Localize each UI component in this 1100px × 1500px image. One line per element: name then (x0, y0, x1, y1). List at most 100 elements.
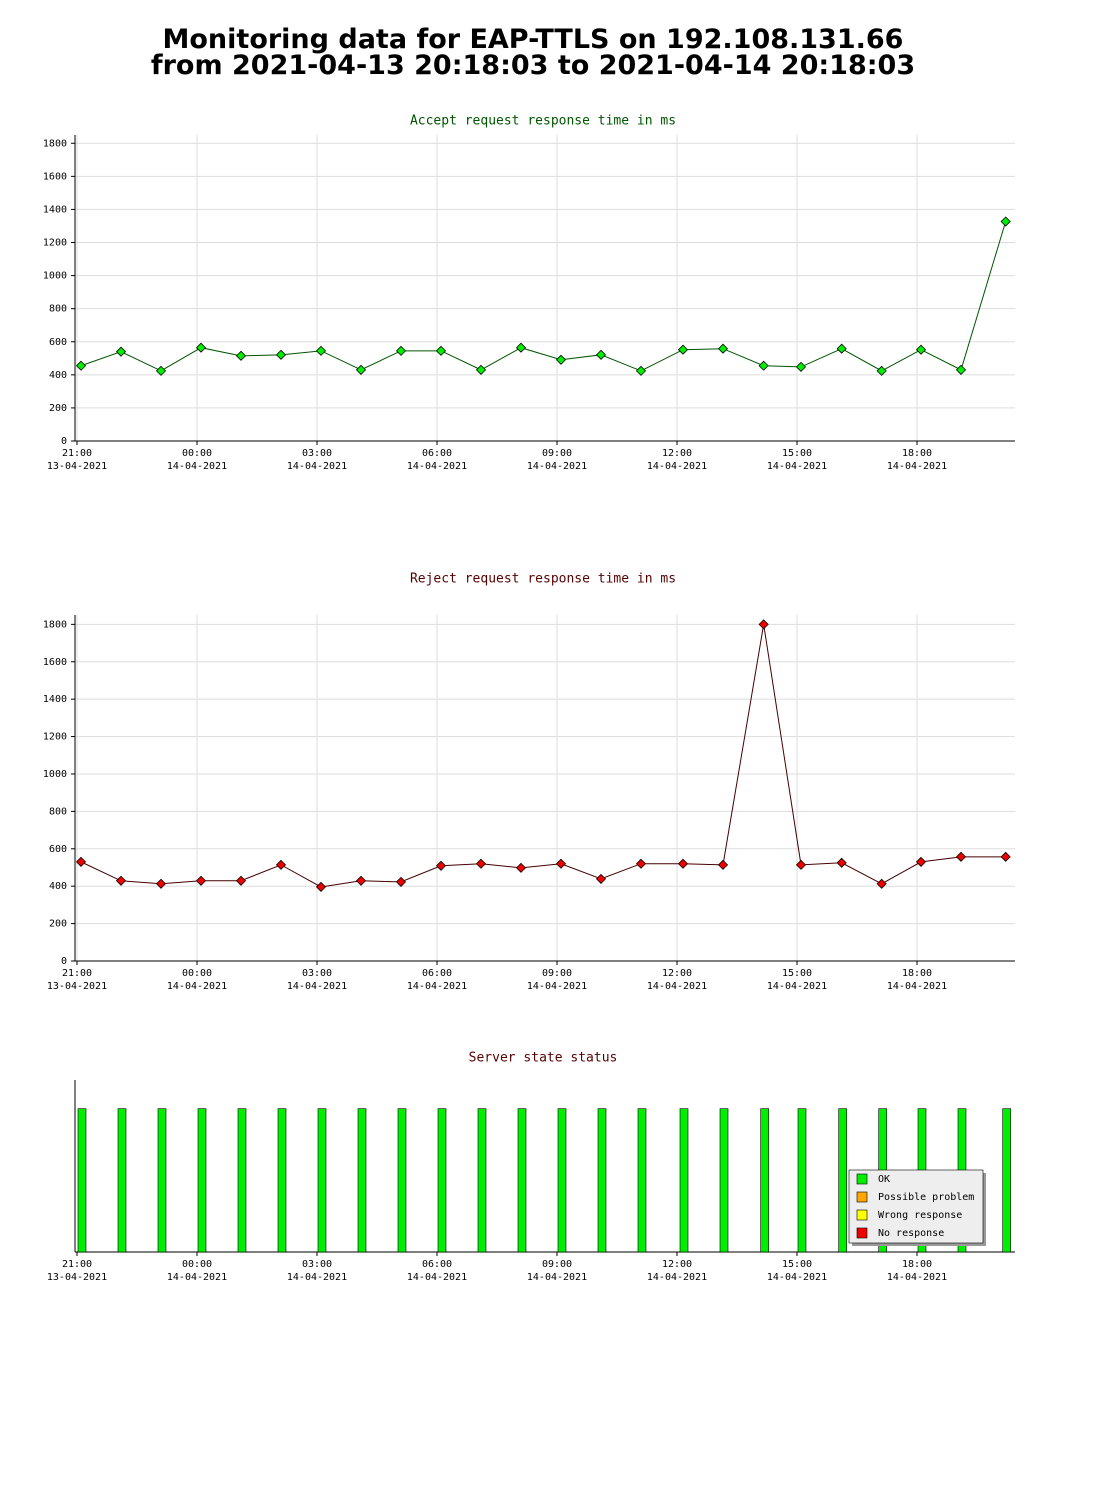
x-tick-label: 15:00 14-04-2021 (766, 448, 828, 472)
x-tick-label: 15:00 14-04-2021 (766, 968, 828, 992)
legend-box (848, 1169, 984, 1244)
data-point (395, 345, 407, 356)
bar (237, 1108, 247, 1253)
chart-title: Accept request response time in ms (410, 114, 676, 129)
data-point (315, 881, 327, 893)
legend-label: OK (878, 1174, 890, 1185)
data-point (677, 344, 689, 355)
bar (517, 1108, 527, 1253)
legend-swatch (856, 1173, 868, 1185)
x-tick-label: 00:00 14-04-2021 (166, 448, 228, 472)
bar (477, 1108, 487, 1253)
data-point (876, 365, 887, 376)
data-point (115, 346, 127, 357)
x-tick-label: 06:00 14-04-2021 (406, 1259, 468, 1283)
bar (679, 1108, 689, 1253)
bar (157, 1108, 167, 1253)
data-point (195, 342, 207, 353)
data-point (876, 878, 887, 889)
x-tick-label: 12:00 14-04-2021 (646, 1259, 708, 1283)
data-point (75, 856, 87, 867)
legend-swatch (856, 1209, 868, 1221)
data-point (635, 365, 647, 376)
x-tick-label: 09:00 14-04-2021 (526, 448, 588, 472)
legend-swatch (856, 1191, 868, 1203)
data-point (795, 361, 807, 372)
x-tick-label: 06:00 14-04-2021 (406, 968, 468, 992)
page-subtitle: from 2021-04-13 20:18:03 to 2021-04-14 2… (150, 50, 916, 81)
legend-label: Wrong response (878, 1210, 962, 1221)
x-tick-label: 15:00 14-04-2021 (766, 1259, 828, 1283)
data-line (80, 221, 1007, 372)
y-tick-label: 200 (49, 403, 67, 414)
x-tick-label: 03:00 14-04-2021 (286, 968, 348, 992)
bar (719, 1108, 729, 1253)
data-point (595, 873, 607, 884)
data-point (475, 858, 487, 869)
data-point (395, 876, 407, 887)
data-point (195, 875, 207, 886)
data-point (235, 875, 247, 886)
data-point (717, 343, 729, 354)
data-point (355, 364, 367, 375)
y-tick-label: 1400 (43, 694, 67, 705)
data-point (515, 862, 527, 873)
x-tick-label: 03:00 14-04-2021 (286, 1259, 348, 1283)
data-point (955, 851, 967, 862)
chart-title: Reject request response time in ms (410, 572, 676, 587)
x-tick-label: 09:00 14-04-2021 (526, 1259, 588, 1283)
data-point (635, 858, 647, 869)
x-tick-label: 21:00 13-04-2021 (46, 1259, 108, 1283)
data-point (475, 364, 487, 375)
bar (397, 1108, 407, 1253)
y-tick-label: 0 (61, 436, 67, 447)
x-tick-label: 09:00 14-04-2021 (526, 968, 588, 992)
data-point (155, 365, 167, 376)
data-point (915, 856, 927, 867)
data-point (435, 345, 447, 356)
data-point (275, 349, 287, 360)
data-point (315, 345, 327, 356)
data-point (155, 878, 167, 889)
y-tick-label: 200 (49, 919, 67, 930)
bar (797, 1108, 807, 1253)
bar (1002, 1108, 1011, 1253)
data-point (836, 857, 847, 868)
x-tick-label: 18:00 14-04-2021 (886, 1259, 948, 1283)
data-point (75, 360, 87, 371)
data-point (955, 364, 967, 375)
bar (838, 1108, 847, 1253)
y-tick-label: 1000 (43, 769, 67, 780)
data-point (555, 354, 567, 365)
legend-label: No response (878, 1228, 944, 1239)
data-point (355, 875, 367, 886)
data-point (1000, 851, 1011, 862)
data-point (435, 860, 447, 871)
y-tick-label: 1200 (43, 238, 67, 249)
data-point (758, 360, 769, 371)
x-tick-label: 18:00 14-04-2021 (886, 448, 948, 472)
data-point (915, 344, 927, 355)
x-tick-label: 00:00 14-04-2021 (166, 968, 228, 992)
y-tick-label: 600 (49, 844, 67, 855)
data-point (1000, 216, 1011, 227)
y-tick-label: 1600 (43, 657, 67, 668)
x-tick-label: 18:00 14-04-2021 (886, 968, 948, 992)
data-point (235, 350, 247, 361)
x-tick-label: 06:00 14-04-2021 (406, 448, 468, 472)
y-tick-label: 400 (49, 881, 67, 892)
data-point (836, 343, 847, 354)
y-tick-label: 0 (61, 956, 67, 967)
bar (557, 1108, 567, 1253)
y-tick-label: 1800 (43, 619, 67, 630)
bar (77, 1108, 87, 1253)
x-tick-label: 12:00 14-04-2021 (646, 448, 708, 472)
bar (197, 1108, 207, 1253)
data-point (275, 859, 287, 870)
bar (277, 1108, 287, 1253)
data-point (515, 342, 527, 353)
data-point (795, 859, 807, 870)
y-tick-label: 400 (49, 370, 67, 381)
data-point (595, 349, 607, 360)
